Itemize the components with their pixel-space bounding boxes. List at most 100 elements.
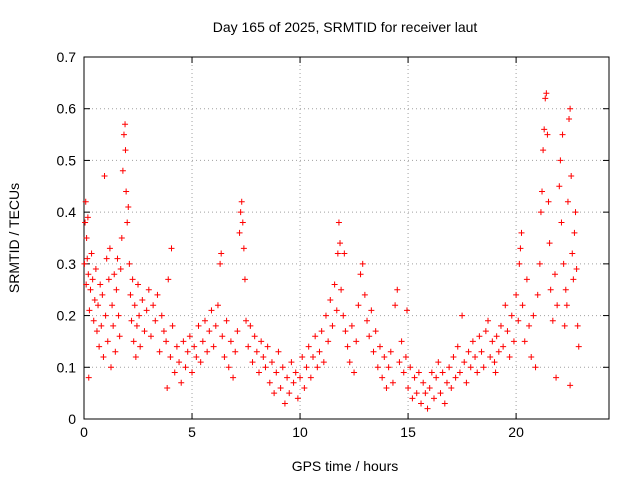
data-point <box>136 312 143 319</box>
data-point <box>554 302 561 309</box>
data-point <box>145 286 152 293</box>
data-point <box>528 353 535 360</box>
data-point <box>562 286 569 293</box>
data-point <box>467 364 474 371</box>
data-point <box>536 260 543 267</box>
data-point <box>502 302 509 309</box>
data-point <box>491 359 498 366</box>
y-tick-label: 0 <box>68 411 76 427</box>
data-point <box>210 343 217 350</box>
data-point <box>279 364 286 371</box>
chart-title: Day 165 of 2025, SRMTID for receiver lau… <box>213 19 478 35</box>
data-point <box>428 369 435 376</box>
data-point <box>106 245 113 252</box>
data-point <box>435 359 442 366</box>
data-point <box>227 338 234 345</box>
x-tick-label: 0 <box>80 424 88 440</box>
data-point <box>97 281 104 288</box>
data-point <box>376 343 383 350</box>
data-point <box>288 359 295 366</box>
data-point <box>112 348 119 355</box>
axis-ticks: 0 5 10 15 20 0 0.1 0.2 0.3 0.4 0.5 0.6 0.7 <box>57 49 609 440</box>
data-point <box>346 359 353 366</box>
data-point <box>123 188 130 195</box>
data-point <box>199 338 206 345</box>
data-point <box>264 343 271 350</box>
data-point <box>348 322 355 329</box>
data-point <box>359 260 366 267</box>
data-point <box>454 343 461 350</box>
data-point <box>568 172 575 179</box>
data-point <box>217 260 224 267</box>
data-point <box>275 348 282 355</box>
data-point <box>537 209 544 216</box>
data-point <box>237 209 244 216</box>
data-point <box>301 384 308 391</box>
data-point <box>113 286 120 293</box>
data-point <box>482 328 489 335</box>
data-point <box>493 333 500 340</box>
data-point <box>469 338 476 345</box>
data-point <box>182 364 189 371</box>
data-point <box>510 338 517 345</box>
data-point <box>441 400 448 407</box>
x-tick-label: 5 <box>188 424 196 440</box>
data-point <box>93 328 100 335</box>
data-point <box>111 271 118 278</box>
data-point <box>368 307 375 314</box>
data-point <box>563 302 570 309</box>
data-point <box>105 276 112 283</box>
data-point <box>141 328 148 335</box>
data-point <box>173 343 180 350</box>
data-point <box>517 245 524 252</box>
data-point <box>353 338 360 345</box>
data-point <box>117 266 124 273</box>
data-point <box>560 260 567 267</box>
data-point <box>81 260 88 267</box>
data-point <box>120 131 127 138</box>
data-point <box>124 219 131 226</box>
data-point <box>102 312 109 319</box>
data-point <box>351 369 358 376</box>
data-point <box>310 353 317 360</box>
data-point <box>147 333 154 340</box>
data-point <box>193 353 200 360</box>
data-point <box>122 121 129 128</box>
data-point <box>541 126 548 133</box>
data-point <box>137 343 144 350</box>
data-point <box>389 379 396 386</box>
data-point <box>164 384 171 391</box>
data-point <box>82 219 89 226</box>
data-point <box>281 400 288 407</box>
data-point <box>446 364 453 371</box>
data-point <box>253 348 260 355</box>
data-point <box>556 183 563 190</box>
data-point <box>85 374 92 381</box>
data-point <box>258 338 265 345</box>
data-point <box>238 198 245 205</box>
data-point <box>426 384 433 391</box>
data-point <box>239 219 246 226</box>
data-point <box>344 343 351 350</box>
data-point <box>513 291 520 298</box>
data-point <box>212 322 219 329</box>
data-point <box>508 312 515 319</box>
data-point <box>331 281 338 288</box>
data-point <box>456 369 463 376</box>
data-point <box>92 266 99 273</box>
data-point <box>452 374 459 381</box>
data-point <box>104 338 111 345</box>
data-point <box>89 276 96 283</box>
data-point <box>338 286 345 293</box>
data-point <box>277 384 284 391</box>
data-point <box>171 369 178 376</box>
data-point <box>394 286 401 293</box>
data-point <box>327 297 334 304</box>
data-point <box>539 188 546 195</box>
data-point <box>400 369 407 376</box>
data-point <box>342 328 349 335</box>
data-point <box>478 348 485 355</box>
data-point <box>195 322 202 329</box>
data-point <box>385 364 392 371</box>
data-point <box>542 95 549 102</box>
